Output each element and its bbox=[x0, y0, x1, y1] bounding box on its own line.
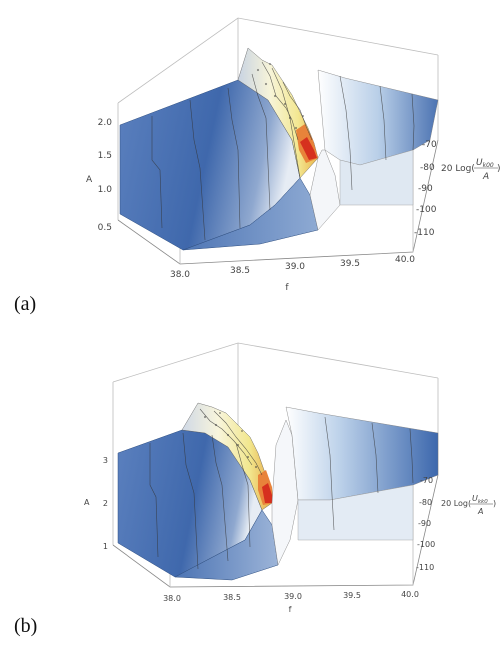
y-tick-a-3: 2.0 bbox=[98, 118, 113, 128]
svg-text:20 Log(: 20 Log( bbox=[441, 164, 475, 174]
z-tick-a-3: -100 bbox=[416, 205, 437, 215]
panel-label-a: (a) bbox=[14, 293, 37, 315]
x-axis-ticks-b: 38.0 38.5 39.0 39.5 40.0 bbox=[163, 590, 419, 603]
x-tick-a-4: 40.0 bbox=[395, 255, 415, 265]
z-tick-a-4: -110 bbox=[414, 228, 435, 238]
y-tick-a-2: 1.5 bbox=[98, 151, 112, 161]
surface-plot-a: 38.0 38.5 39.0 39.5 40.0 f 0.5 1.0 1.5 2… bbox=[0, 0, 502, 320]
z-tick-a-1: -80 bbox=[420, 163, 435, 173]
x-axis-ticks-a: 38.0 38.5 39.0 39.5 40.0 bbox=[170, 255, 415, 280]
surface-b bbox=[117, 402, 439, 581]
svg-text:Uk00: Uk00 bbox=[476, 158, 494, 169]
y-tick-a-1: 1.0 bbox=[98, 185, 113, 195]
surface-plot-b-svg: 38.0 38.5 39.0 39.5 40.0 f 1 2 3 A -70 -… bbox=[84, 342, 496, 614]
y-tick-b-2: 3 bbox=[103, 456, 108, 465]
y-axis-ticks-b: 1 2 3 bbox=[103, 456, 108, 551]
x-tick-a-1: 38.5 bbox=[230, 266, 250, 276]
surface-plot-a-svg: 38.0 38.5 39.0 39.5 40.0 f 0.5 1.0 1.5 2… bbox=[86, 17, 501, 290]
x-tick-b-1: 38.5 bbox=[223, 593, 241, 602]
z-tick-b-0: -70 bbox=[420, 476, 433, 485]
z-axis-label-b: 20 Log( Ukk0 A ) bbox=[441, 494, 496, 516]
svg-text:A: A bbox=[482, 172, 489, 182]
x-tick-b-3: 39.5 bbox=[343, 591, 361, 600]
x-tick-a-3: 39.5 bbox=[340, 259, 360, 269]
svg-text:): ) bbox=[493, 499, 496, 508]
z-tick-b-3: -100 bbox=[417, 540, 435, 549]
x-tick-a-0: 38.0 bbox=[170, 270, 190, 280]
panel-label-b: (b) bbox=[14, 615, 38, 637]
svg-text:20 Log(: 20 Log( bbox=[441, 499, 471, 508]
z-axis-label-a: 20 Log( Uk00 A ) bbox=[441, 158, 501, 182]
svg-text:): ) bbox=[497, 164, 501, 174]
x-tick-b-4: 40.0 bbox=[401, 590, 419, 599]
z-axis-ticks-b: -70 -80 -90 -100 -110 bbox=[416, 476, 435, 572]
x-axis-label-a: f bbox=[285, 283, 289, 290]
y-tick-b-1: 2 bbox=[103, 499, 108, 508]
y-axis-label-b: A bbox=[84, 498, 90, 507]
z-tick-b-2: -90 bbox=[418, 519, 431, 528]
surface-a bbox=[119, 47, 439, 251]
z-tick-b-1: -80 bbox=[419, 498, 432, 507]
y-axis-ticks-a: 0.5 1.0 1.5 2.0 bbox=[98, 118, 113, 233]
z-tick-a-0: -70 bbox=[422, 140, 437, 150]
surface-plot-b: 38.0 38.5 39.0 39.5 40.0 f 1 2 3 A -70 -… bbox=[0, 325, 502, 645]
x-tick-b-0: 38.0 bbox=[163, 594, 181, 603]
svg-text:A: A bbox=[477, 507, 483, 516]
svg-text:Ukk0: Ukk0 bbox=[472, 494, 488, 505]
z-axis-ticks-a: -70 -80 -90 -100 -110 bbox=[414, 140, 437, 238]
x-axis-label-b: f bbox=[289, 605, 292, 614]
x-tick-a-2: 39.0 bbox=[285, 262, 305, 272]
y-axis-label-a: A bbox=[86, 175, 93, 185]
y-tick-b-0: 1 bbox=[103, 542, 108, 551]
z-tick-b-4: -110 bbox=[416, 563, 434, 572]
y-tick-a-0: 0.5 bbox=[98, 223, 112, 233]
x-tick-b-2: 39.0 bbox=[284, 592, 302, 601]
z-tick-a-2: -90 bbox=[418, 184, 433, 194]
